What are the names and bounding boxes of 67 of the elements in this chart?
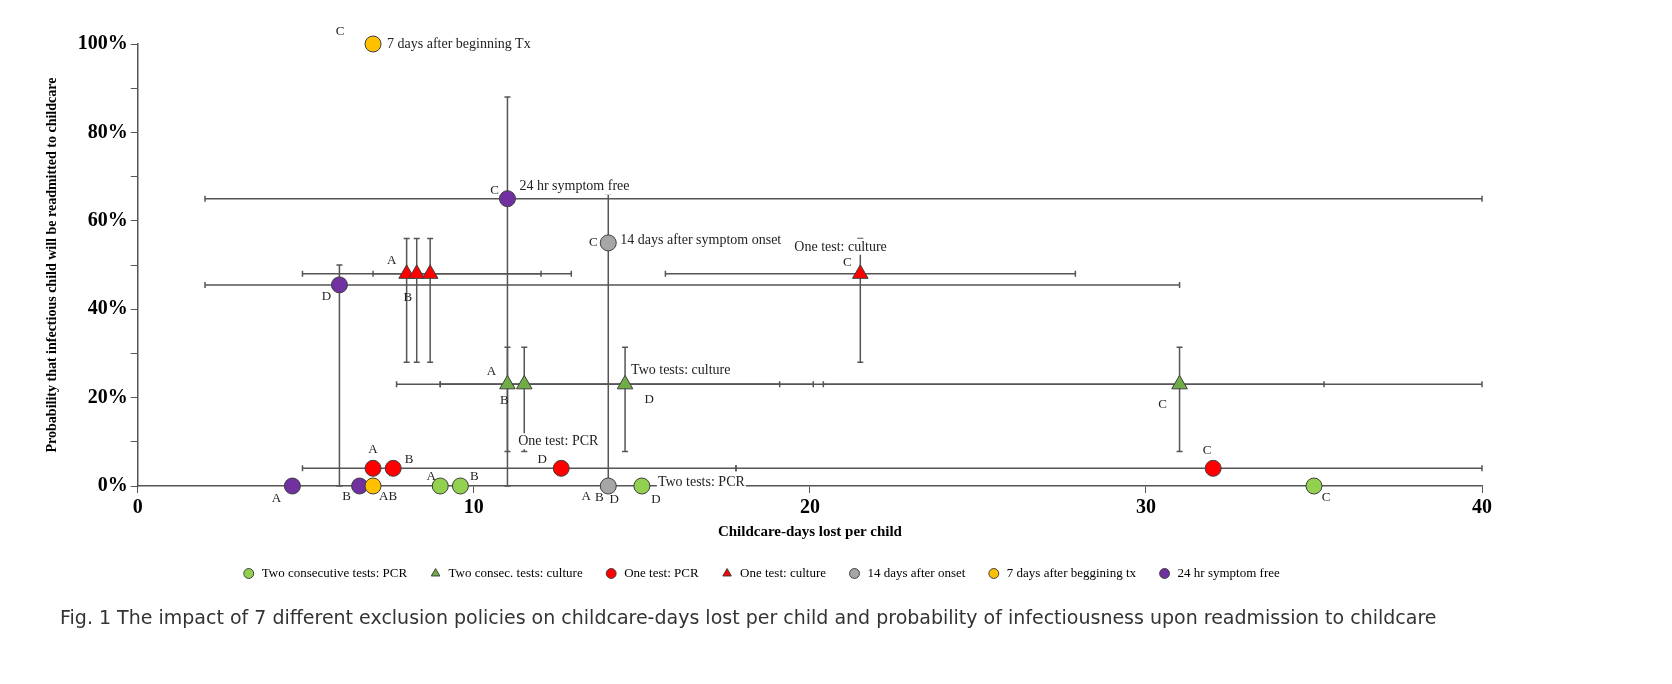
legend-label: One test: culture (740, 564, 827, 580)
legend-label: 24 hr symptom free (1177, 564, 1280, 580)
annotation: D (651, 491, 661, 507)
y-tick-label: 80% (87, 119, 128, 142)
annotation: A (486, 362, 497, 378)
annotation: C (490, 182, 499, 198)
point (1204, 459, 1222, 477)
annotation: B (470, 468, 480, 484)
y-tick-label: 40% (87, 296, 128, 319)
point (1171, 374, 1188, 390)
point (499, 374, 516, 390)
point (421, 264, 439, 279)
point (1305, 477, 1323, 495)
annotation: C (1202, 441, 1212, 457)
y-axis-title: Probability that infectious child will be readmitted to childcare (44, 77, 60, 453)
point (515, 374, 533, 390)
annotation: A (581, 488, 592, 504)
annotation: 14 days after symptom onset (620, 231, 782, 247)
annotation: A (368, 440, 379, 456)
caption: Fig. 1 The impact of 7 different exclusion policies on childcare-days lost per child and probability of infectiousness upon readmission to childcare (60, 606, 1437, 628)
annotation: C (588, 234, 598, 250)
annotation: D (609, 491, 619, 507)
point (552, 459, 570, 477)
annotation: B (594, 489, 604, 505)
x-tick-label: 10 (463, 495, 484, 518)
annotation: 24 hr symptom free (519, 178, 630, 194)
point (364, 459, 382, 477)
point (408, 264, 426, 279)
annotation: A (426, 468, 437, 484)
annotation: Two tests: culture (631, 362, 731, 378)
annotation: B (342, 488, 352, 504)
annotation: 7 days after beginning Tx (387, 35, 531, 51)
y-tick-label: 60% (87, 207, 128, 230)
x-tick-label: 40 (1472, 495, 1492, 518)
annotation: One test: PCR (518, 432, 599, 448)
annotation: D (321, 288, 332, 304)
legend-label: One test: PCR (624, 564, 699, 580)
annotation: A (271, 490, 282, 506)
legend-label: 7 days after beggining tx (1006, 564, 1137, 580)
x-tick-label: 30 (1135, 495, 1156, 518)
annotation: A (386, 252, 397, 268)
x-tick-label: 0 (132, 495, 143, 518)
annotation: One test: culture (794, 238, 887, 254)
y-tick-label: 0% (97, 473, 128, 496)
annotation: D (537, 450, 547, 466)
point (616, 374, 634, 390)
point (451, 477, 469, 495)
point (384, 459, 402, 477)
x-axis-title: Childcare-days lost per child (717, 522, 903, 539)
annotation: C (1158, 395, 1167, 411)
x-tick-label: 20 (799, 495, 820, 518)
annotation: B (404, 450, 414, 466)
y-tick-label: 100% (77, 31, 128, 54)
annotation: C (1321, 489, 1331, 505)
annotation: AB (379, 488, 398, 504)
annotation: C (842, 254, 852, 270)
y-tick-label: 20% (87, 384, 128, 407)
annotation: D (644, 390, 654, 406)
annotation: C (335, 23, 345, 39)
legend-label: 14 days after onset (867, 564, 966, 580)
point (599, 477, 617, 495)
legend-label: Two consec. tests: culture (448, 564, 583, 580)
point (283, 477, 301, 495)
point (633, 477, 651, 495)
point (852, 264, 869, 279)
annotation: Two tests: PCR (657, 473, 746, 489)
legend-label: Two consecutive tests: PCR (261, 564, 408, 580)
